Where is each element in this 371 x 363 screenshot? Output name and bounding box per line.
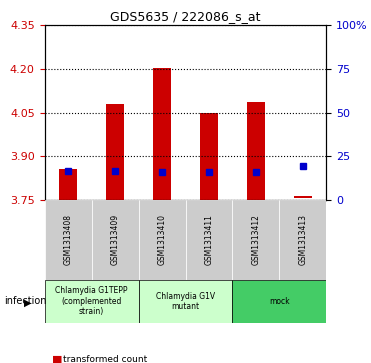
Text: GSM1313408: GSM1313408: [63, 214, 72, 265]
FancyBboxPatch shape: [279, 200, 326, 280]
FancyBboxPatch shape: [233, 280, 326, 323]
Text: GSM1313411: GSM1313411: [204, 214, 213, 265]
Text: infection: infection: [4, 296, 46, 306]
Bar: [106, 104, 124, 200]
Text: ▶: ▶: [24, 298, 32, 308]
FancyBboxPatch shape: [45, 280, 138, 323]
Text: GSM1313410: GSM1313410: [158, 214, 167, 265]
Text: GSM1313409: GSM1313409: [111, 214, 119, 265]
Bar: [59, 169, 78, 200]
Bar: [200, 113, 219, 200]
Title: GDS5635 / 222086_s_at: GDS5635 / 222086_s_at: [110, 10, 261, 23]
Bar: [247, 102, 265, 200]
Text: GSM1313413: GSM1313413: [299, 214, 308, 265]
Text: Chlamydia G1TEPP
(complemented
strain): Chlamydia G1TEPP (complemented strain): [55, 286, 128, 316]
FancyBboxPatch shape: [138, 280, 233, 323]
Text: ■: ■: [52, 354, 62, 363]
FancyBboxPatch shape: [233, 200, 279, 280]
Bar: [293, 196, 312, 197]
FancyBboxPatch shape: [186, 200, 233, 280]
Text: Chlamydia G1V
mutant: Chlamydia G1V mutant: [156, 291, 215, 311]
Text: mock: mock: [269, 297, 290, 306]
FancyBboxPatch shape: [92, 200, 138, 280]
Text: transformed count: transformed count: [63, 355, 147, 363]
FancyBboxPatch shape: [45, 200, 92, 280]
FancyBboxPatch shape: [138, 200, 186, 280]
Text: GSM1313412: GSM1313412: [252, 214, 260, 265]
Bar: [152, 68, 171, 200]
